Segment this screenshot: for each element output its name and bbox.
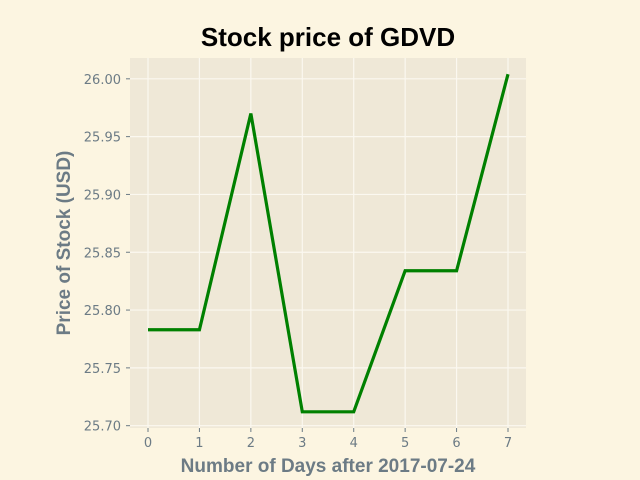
x-tick-label: 7 [504,436,512,451]
x-tick-label: 1 [195,436,203,451]
x-axis-ticks: 0 1 2 3 4 5 6 7 [144,428,512,451]
y-tick-label: 25.70 [84,420,121,435]
x-tick-label: 6 [452,436,460,451]
chart-title: Stock price of GDVD [201,22,455,52]
y-tick-label: 25.75 [84,362,121,377]
y-tick-label: 25.80 [84,304,121,319]
series-line [148,73,510,414]
y-tick-label: 25.90 [84,188,121,203]
y-tick-label: 26.00 [84,73,121,88]
y-axis-ticks: 25.70 25.75 25.80 25.85 25.90 25.95 26.00 [84,73,130,435]
x-tick-label: 3 [298,436,306,451]
x-tick-label: 2 [247,436,255,451]
y-tick-label: 25.95 [84,131,121,146]
series-layer [147,73,510,414]
x-axis-label: Number of Days after 2017-07-24 [181,456,476,477]
x-tick-label: 4 [350,436,358,451]
x-tick-label: 0 [144,436,152,451]
plot-area [130,58,526,428]
grid-lines [130,58,526,428]
x-tick-label: 5 [401,436,409,451]
y-tick-label: 25.85 [84,246,121,261]
y-axis-label: Price of Stock (USD) [54,151,75,336]
